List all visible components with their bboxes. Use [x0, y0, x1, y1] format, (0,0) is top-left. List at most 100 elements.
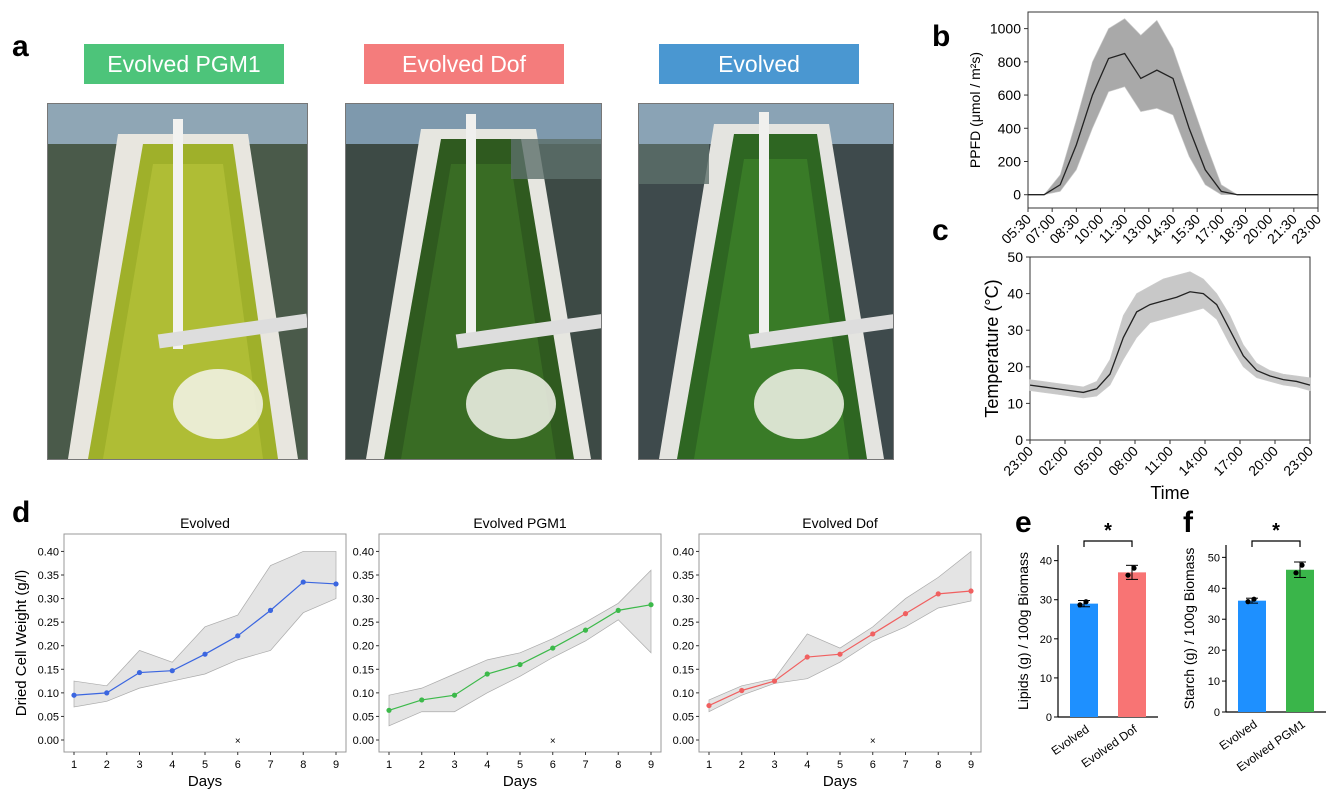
data-point: [615, 607, 621, 613]
replicate-point: [1077, 602, 1083, 608]
x-tick-label: 4: [169, 759, 175, 771]
data-point: [300, 579, 306, 585]
y-tick-label: 50: [1007, 249, 1023, 265]
panel-label-b: b: [932, 20, 951, 53]
data-point: [169, 668, 175, 674]
banner-evolved: Evolved: [659, 44, 859, 84]
y-tick-label: 0.10: [673, 688, 694, 700]
replicate-band: [73, 551, 337, 708]
y-axis-label: Dried Cell Weight (g/l): [13, 570, 30, 716]
panel-label-a: a: [12, 30, 29, 63]
y-tick-label: 0.15: [38, 664, 59, 676]
data-point: [386, 707, 392, 713]
y-tick-label: 0.20: [673, 641, 694, 653]
data-point: [968, 588, 974, 594]
replicate-band: [388, 569, 652, 727]
y-tick-label: 0: [1214, 707, 1220, 719]
y-tick-label: 40: [1040, 556, 1052, 568]
x-tick-label: 20:00: [1245, 443, 1281, 479]
y-tick-label: 0.00: [673, 735, 694, 747]
y-tick-label: 30: [1208, 614, 1220, 626]
y-tick-label: 1000: [990, 21, 1021, 37]
y-tick-label: 0.20: [38, 641, 59, 653]
x-tick-label: 17:00: [1210, 443, 1246, 479]
x-tick-label: 11:00: [1141, 443, 1177, 479]
y-tick-label: 0.30: [353, 594, 374, 606]
bar: [1286, 569, 1314, 712]
significance-bracket: [1083, 540, 1133, 547]
x-tick-label: 6: [870, 759, 876, 771]
y-tick-label: 0.05: [38, 711, 59, 723]
x-axis-label: Days: [503, 773, 537, 790]
data-point: [935, 591, 941, 597]
missing-day-marker: ×: [870, 736, 876, 747]
x-tick-label: 23:00: [1000, 443, 1036, 479]
x-tick-label: Evolved: [1049, 722, 1092, 758]
missing-day-marker: ×: [235, 736, 241, 747]
x-tick-label: 5: [837, 759, 843, 771]
chart-title: Evolved Dof: [802, 515, 878, 531]
data-point: [582, 627, 589, 633]
replicate-point: [1299, 562, 1305, 568]
data-point: [451, 692, 458, 698]
x-tick-label: 8: [935, 759, 941, 771]
x-tick-label: 05:00: [1070, 443, 1106, 479]
x-tick-label: 6: [550, 759, 556, 771]
y-tick-label: 0.35: [38, 570, 59, 582]
x-tick-label: 9: [968, 759, 974, 771]
y-tick-label: 0.30: [673, 594, 694, 606]
y-tick-label: 0.35: [353, 570, 374, 582]
y-tick-label: 10: [1208, 676, 1220, 688]
x-tick-label: 4: [804, 759, 810, 771]
x-tick-label: 3: [136, 759, 142, 771]
y-tick-label: 20: [1040, 634, 1052, 646]
photo-evolved-dof: [345, 103, 602, 460]
y-tick-label: 0.40: [673, 546, 694, 558]
data-point: [419, 697, 425, 703]
x-tick-label: 9: [648, 759, 654, 771]
y-tick-label: 600: [998, 87, 1022, 103]
x-tick-label: 7: [582, 759, 588, 771]
y-tick-label: 40: [1007, 286, 1023, 302]
significance-marker: *: [1272, 520, 1280, 542]
y-tick-label: 10: [1007, 395, 1023, 411]
chart-d-evolved-dof: Evolved Dof 0.00 0.05 0.10 0.15 0.20 0.25 0.30 0…: [673, 515, 982, 790]
banner-evolved-pgm1: Evolved PGM1: [84, 44, 284, 84]
x-tick-label: 23:00: [1280, 443, 1316, 479]
chart-title: Evolved PGM1: [473, 515, 567, 531]
x-tick-label: 2: [739, 759, 745, 771]
x-tick-label: 9: [333, 759, 339, 771]
y-axis-label: Lipids (g) / 100g Biomass: [1015, 552, 1031, 710]
data-point: [235, 633, 241, 639]
data-point: [71, 692, 77, 698]
replicate-point: [1251, 596, 1257, 602]
y-tick-label: 30: [1040, 595, 1052, 607]
x-tick-label: 7: [902, 759, 908, 771]
x-axis-label: Time: [1150, 483, 1189, 503]
replicate-point: [1083, 599, 1089, 605]
chart-d-evolved: Evolved 0.00 0.05 0.10 0.15 0.20 0.25 0.30 0.35 0…: [13, 515, 347, 790]
y-tick-label: 0.40: [353, 546, 374, 558]
x-tick-label: 5: [202, 759, 208, 771]
mean-line: [1028, 52, 1318, 196]
data-point: [136, 669, 143, 676]
data-point: [771, 678, 778, 684]
significance-bracket: [1251, 540, 1301, 547]
y-tick-label: 0.15: [353, 664, 374, 676]
x-tick-label: 6: [235, 759, 241, 771]
x-tick-label: 2: [419, 759, 425, 771]
y-tick-label: 0.00: [38, 735, 59, 747]
photo-evolved-pgm1: [47, 103, 308, 460]
panel-label-c: c: [932, 214, 949, 247]
panel-label-d: d: [12, 496, 31, 529]
bar: [1238, 600, 1266, 712]
chart-d-evolved-pgm1: Evolved PGM1 0.00 0.05 0.10 0.15 0.20 0.25 0.30…: [353, 515, 662, 790]
y-tick-label: 0.05: [673, 711, 694, 723]
x-tick-label: 1: [386, 759, 392, 771]
x-tick-label: 1: [71, 759, 77, 771]
x-tick-label: 5: [517, 759, 523, 771]
y-tick-label: 800: [998, 54, 1022, 70]
data-point: [739, 687, 745, 694]
